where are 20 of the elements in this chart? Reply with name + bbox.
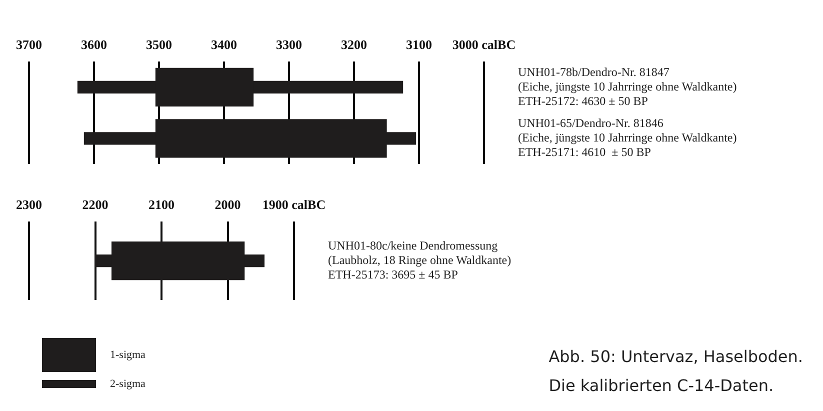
x-tick-label: 3500 (146, 37, 172, 52)
x-tick-label: 3700 (16, 37, 42, 52)
y-tick-label: UNH01-65/Dendro-Nr. 81846 (Eiche, jüngste 10 Jahrringe ohne Waldkante) ETH-25171: 4610 ± 50 BP (518, 116, 737, 159)
x-tick-label: 2200 (82, 197, 108, 212)
x-tick-label: 3400 (211, 37, 237, 52)
x-tick-label: 2100 (148, 197, 174, 212)
legend-label: 2-sigma (110, 378, 146, 390)
x-tick-label: 1900 calBC (262, 197, 326, 212)
x-tick-label: 3300 (276, 37, 302, 52)
x-tick-label: 2300 (16, 197, 42, 212)
x-tick-label: 3000 calBC (452, 37, 516, 52)
x-tick-label: 2000 (214, 197, 241, 212)
text: Die kalibrierten C-14-Daten. (548, 375, 775, 397)
x-tick-label: 3200 (341, 37, 367, 52)
x-tick-label: 3100 (406, 37, 432, 52)
x-tick-label: 3600 (81, 37, 107, 52)
text: 1-sigma (110, 349, 146, 361)
caption: Abb. 50: Untervaz, Haselboden. (548, 346, 803, 368)
y-tick-label: UNH01-80c/keine Dendromessung (Laubholz, 18 Ringe ohne Waldkante) ETH-25173: 3695 ± 45 BP (328, 238, 512, 282)
y-tick-label: UNH01-78b/Dendro-Nr. 81847 (Eiche, jüngste 10 Jahrringe ohne Waldkante) ETH-25172: 4630 ± 50 BP (518, 64, 737, 108)
